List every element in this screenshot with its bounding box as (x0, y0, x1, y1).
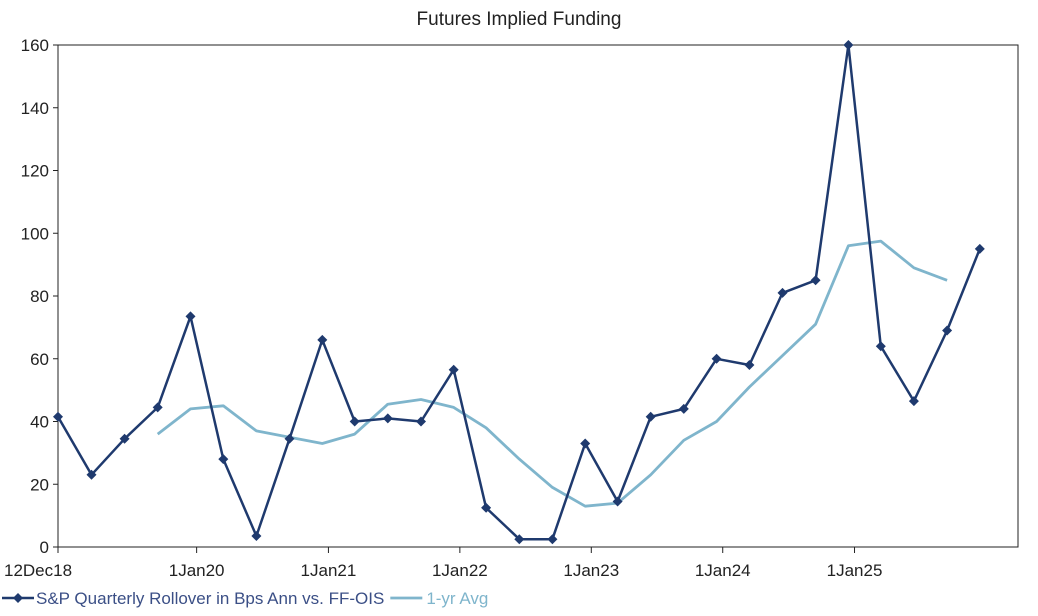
x-tick-label: 12Dec18 (4, 561, 72, 580)
series-line-1yr-avg (156, 239, 948, 508)
data-point-marker (678, 403, 689, 414)
data-point-marker (843, 40, 854, 50)
x-tick-label: 1Jan24 (695, 561, 751, 580)
legend-label-rollover: S&P Quarterly Rollover in Bps Ann vs. FF… (36, 589, 384, 608)
y-tick-label: 40 (30, 413, 49, 432)
data-point-marker (119, 433, 130, 444)
data-point-marker (777, 287, 788, 298)
data-point-marker (317, 334, 328, 345)
data-point-marker (349, 416, 360, 427)
data-point-marker (284, 433, 295, 444)
data-point-marker (218, 454, 229, 465)
data-point-marker (711, 353, 722, 364)
data-point-marker (448, 364, 459, 375)
y-tick-label: 80 (30, 287, 49, 306)
y-tick-label: 140 (21, 99, 49, 118)
chart-title: Futures Implied Funding (417, 9, 622, 30)
x-tick-label: 1Jan25 (827, 561, 883, 580)
data-point-marker (416, 416, 426, 427)
data-point-marker (580, 438, 591, 449)
data-point-marker (612, 496, 623, 507)
data-point-marker (908, 396, 919, 407)
series-layer (53, 40, 985, 545)
data-point-marker (875, 341, 886, 352)
data-point-marker (942, 325, 953, 336)
x-tick-label: 1Jan22 (432, 561, 488, 580)
y-tick-label: 120 (21, 162, 49, 181)
legend-label-1yr-avg: 1-yr Avg (426, 589, 488, 608)
data-point-marker (86, 469, 97, 480)
legend: S&P Quarterly Rollover in Bps Ann vs. FF… (2, 589, 488, 608)
data-point-marker (382, 413, 393, 424)
data-point-marker (744, 360, 755, 370)
y-tick-label: 100 (21, 224, 49, 243)
y-tick-label: 160 (21, 36, 49, 55)
x-tick-label: 1Jan20 (169, 561, 225, 580)
y-tick-label: 60 (30, 350, 49, 369)
data-point-marker (152, 402, 163, 413)
data-point-marker (251, 531, 262, 541)
x-axis: 12Dec18 1Jan20 1Jan21 1Jan22 1Jan23 1Jan24 1Ja… (4, 547, 882, 580)
legend-marker-rollover (13, 593, 23, 603)
data-point-marker (645, 411, 656, 422)
data-point-marker (185, 311, 196, 322)
y-tick-label: 0 (40, 538, 49, 557)
x-tick-label: 1Jan23 (563, 561, 619, 580)
data-point-marker (547, 534, 558, 545)
y-axis: 0 20 40 60 80 100 120 140 160 (21, 36, 58, 557)
data-point-marker (514, 534, 525, 545)
x-tick-label: 1Jan21 (301, 561, 357, 580)
data-point-marker (974, 243, 985, 254)
y-tick-label: 20 (30, 475, 49, 494)
data-point-marker (481, 502, 492, 513)
data-point-marker (810, 275, 821, 286)
data-point-marker (53, 411, 63, 422)
series-line-rollover (56, 43, 981, 541)
plot-frame (57, 44, 1019, 548)
